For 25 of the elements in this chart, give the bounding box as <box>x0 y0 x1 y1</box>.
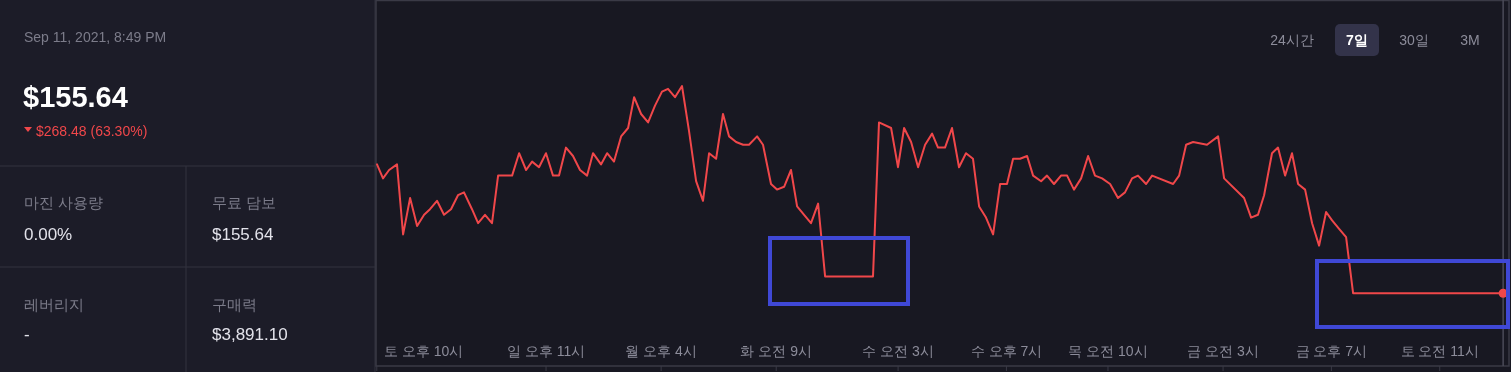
x-tick-label: 화 오전 9시 <box>740 343 813 359</box>
text: 마진 사용량 <box>24 194 104 211</box>
x-tick-label: 토 오전 11시 <box>1400 343 1479 359</box>
text: $268.48 (63.30%) <box>36 123 148 139</box>
text: 구매력 <box>212 296 257 313</box>
x-tick-label: 금 오전 3시 <box>1187 343 1259 359</box>
text: $155.64 <box>212 225 274 244</box>
text: 레버리지 <box>24 296 84 313</box>
text: $155.64 <box>23 81 128 113</box>
text: $3,891.10 <box>212 325 288 344</box>
text: 30일 <box>1399 32 1429 48</box>
x-tick-label: 수 오후 7시 <box>970 343 1043 359</box>
text: 무료 담보 <box>212 194 277 211</box>
x-tick-label: 토 오후 10시 <box>384 343 464 359</box>
x-tick-label: 수 오전 3시 <box>862 343 934 359</box>
x-tick-label: 금 오후 7시 <box>1295 343 1368 359</box>
text: - <box>24 325 30 344</box>
x-tick-label: 월 오후 4시 <box>625 343 697 359</box>
text: 7일 <box>1346 32 1368 48</box>
x-tick-label: 일 오후 11시 <box>506 343 586 359</box>
text: Sep 11, 2021, 8:49 PM <box>24 29 167 45</box>
text: 0.00% <box>24 225 73 244</box>
text: 3M <box>1460 32 1480 48</box>
text: 24시간 <box>1270 32 1314 48</box>
x-tick-label: 목 오전 10시 <box>1068 343 1148 359</box>
